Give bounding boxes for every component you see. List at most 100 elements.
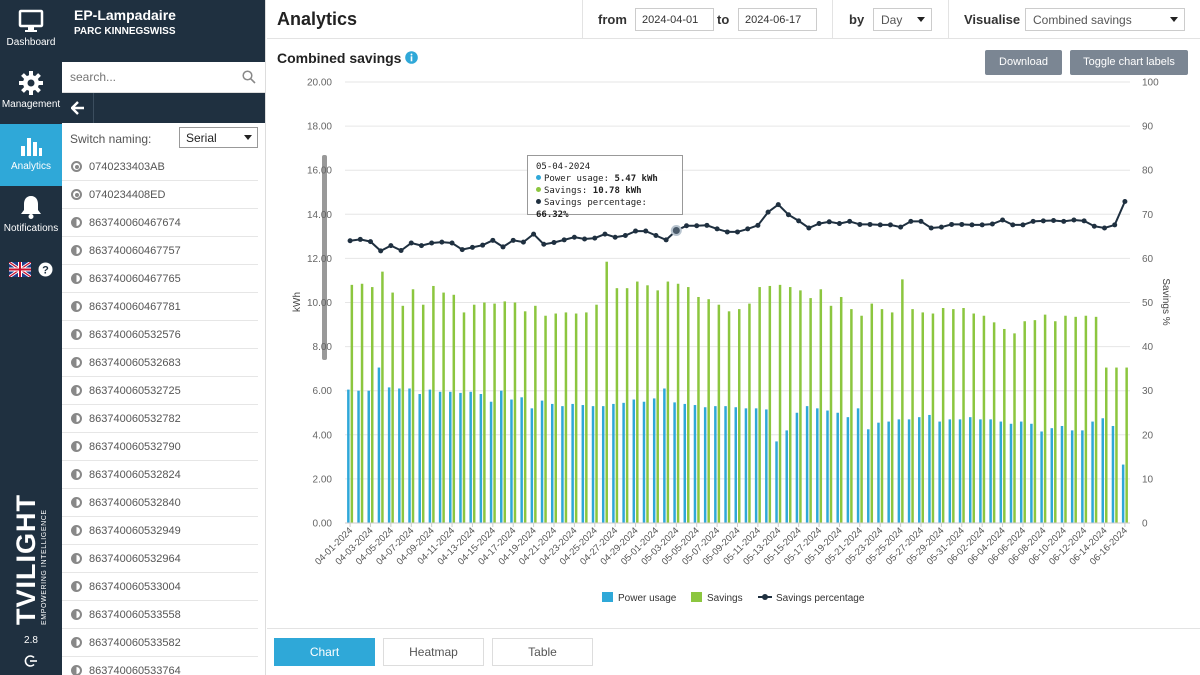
device-list-item[interactable]: 863740060532964	[62, 545, 258, 573]
device-list-item[interactable]: 863740060532576	[62, 321, 258, 349]
back-button[interactable]	[62, 93, 94, 123]
tooltip-power-row: Power usage: 5.47 kWh	[536, 173, 674, 185]
device-list-item[interactable]: 863740060532725	[62, 377, 258, 405]
device-list-item[interactable]: 863740060532824	[62, 461, 258, 489]
search-icon[interactable]	[242, 70, 256, 84]
uk-flag-icon[interactable]	[9, 262, 31, 277]
device-list-scrollbar[interactable]	[322, 155, 327, 360]
lamp-status-half-icon	[71, 217, 82, 228]
power-usage-bar	[663, 388, 666, 523]
visualise-value: Combined savings	[1033, 13, 1132, 27]
app-version: 2.8	[24, 635, 38, 646]
device-list-item[interactable]: 863740060532790	[62, 433, 258, 461]
savings-bar	[962, 308, 965, 523]
savings-bar	[625, 288, 629, 523]
device-list-item[interactable]: 863740060467765	[62, 265, 258, 293]
y-tick-label: 16.00	[307, 166, 332, 177]
power-usage-bar	[1050, 428, 1054, 523]
power-usage-bar	[744, 408, 748, 523]
tab-heatmap[interactable]: Heatmap	[383, 638, 484, 666]
to-date-input[interactable]: 2024-06-17	[738, 8, 817, 31]
power-usage-bar	[703, 407, 707, 523]
savings-bar	[421, 304, 425, 523]
y2-tick-label: 30	[1142, 386, 1154, 397]
nav-notifications[interactable]: Notifications	[0, 186, 62, 248]
brand-name: TVILIGHT	[11, 494, 41, 625]
savings-bar	[941, 308, 945, 523]
device-list-item[interactable]: 863740060467674	[62, 209, 258, 237]
nav-management[interactable]: Management	[0, 62, 62, 124]
power-usage-bar	[530, 408, 534, 523]
device-list-item[interactable]: 863740060532683	[62, 349, 258, 377]
device-list-item[interactable]: 0740233403AB	[62, 153, 258, 181]
device-serial: 863740060533558	[89, 609, 181, 621]
savings-bar	[687, 287, 690, 523]
device-list-item[interactable]: 863740060467781	[62, 293, 258, 321]
nav-analytics[interactable]: Analytics	[0, 124, 62, 186]
switch-naming-select[interactable]: Serial	[179, 127, 258, 148]
savings-percentage-point	[520, 239, 526, 245]
device-sidebar: EP-Lampadaire PARC KINNEGSWISS Switch na…	[62, 0, 327, 675]
device-serial: 863740060533764	[89, 665, 181, 675]
y2-tick-label: 80	[1142, 166, 1154, 177]
power-usage-bar	[398, 388, 401, 523]
savings-bar	[1084, 315, 1088, 523]
savings-bar	[839, 296, 843, 523]
help-icon[interactable]: ?	[38, 262, 53, 277]
power-usage-bar	[1009, 423, 1013, 523]
savings-percentage-point	[1112, 222, 1118, 228]
savings-percentage-point	[622, 232, 628, 238]
savings-percentage-point	[612, 234, 618, 240]
by-select[interactable]: Day	[873, 8, 932, 31]
savings-percentage-point	[357, 236, 363, 242]
savings-percentage-point	[836, 221, 842, 227]
toggle-chart-labels-button[interactable]: Toggle chart labels	[1070, 50, 1188, 75]
savings-percentage-point	[510, 237, 516, 243]
info-icon[interactable]	[405, 51, 418, 64]
device-list-item[interactable]: 863740060533004	[62, 573, 258, 601]
device-list-item[interactable]: 863740060533764	[62, 657, 258, 675]
device-list-item[interactable]: 0740234408ED	[62, 181, 258, 209]
device-list-item[interactable]: 863740060533582	[62, 629, 258, 657]
savings-percentage-point	[541, 241, 547, 247]
savings-percentage-point	[551, 240, 557, 246]
device-serial: 863740060467781	[89, 301, 181, 313]
savings-percentage-point	[1051, 217, 1057, 223]
lamp-status-half-icon	[71, 553, 82, 564]
download-button[interactable]: Download	[985, 50, 1062, 75]
nav-dashboard[interactable]: Dashboard	[0, 0, 62, 62]
device-list-item[interactable]: 863740060532949	[62, 517, 258, 545]
savings-bar	[1043, 314, 1047, 523]
device-list-item[interactable]: 863740060532782	[62, 405, 258, 433]
device-list-item[interactable]: 863740060533558	[62, 601, 258, 629]
toolbar-divider	[832, 0, 833, 39]
power-usage-bar	[907, 419, 911, 523]
power-usage-bar	[805, 406, 809, 523]
power-usage-bar	[581, 405, 585, 523]
savings-bar	[1094, 316, 1098, 523]
lamp-status-half-icon	[71, 441, 82, 452]
power-usage-bar	[561, 406, 564, 523]
logout-icon[interactable]	[24, 654, 38, 668]
savings-bar	[595, 304, 598, 523]
savings-bar	[982, 315, 986, 523]
power-usage-bar	[1030, 423, 1033, 523]
savings-bar	[1023, 321, 1026, 523]
tooltip-pct-value: 66.32%	[536, 210, 569, 220]
savings-percentage-point	[653, 232, 659, 238]
device-list-item[interactable]: 863740060467757	[62, 237, 258, 265]
savings-percentage-point	[816, 221, 822, 227]
bar-chart-icon	[21, 138, 42, 156]
tab-chart[interactable]: Chart	[274, 638, 375, 666]
visualise-select[interactable]: Combined savings	[1025, 8, 1185, 31]
savings-bar	[880, 309, 884, 523]
power-usage-bar	[846, 417, 850, 523]
from-date-input[interactable]: 2024-04-01	[635, 8, 714, 31]
switch-naming-row: Switch naming: Serial	[62, 123, 265, 153]
savings-bar	[850, 309, 853, 523]
savings-bar	[1115, 367, 1118, 523]
search-input[interactable]	[62, 62, 232, 92]
tab-table[interactable]: Table	[492, 638, 593, 666]
device-serial: 863740060532683	[89, 357, 181, 369]
device-list-item[interactable]: 863740060532840	[62, 489, 258, 517]
